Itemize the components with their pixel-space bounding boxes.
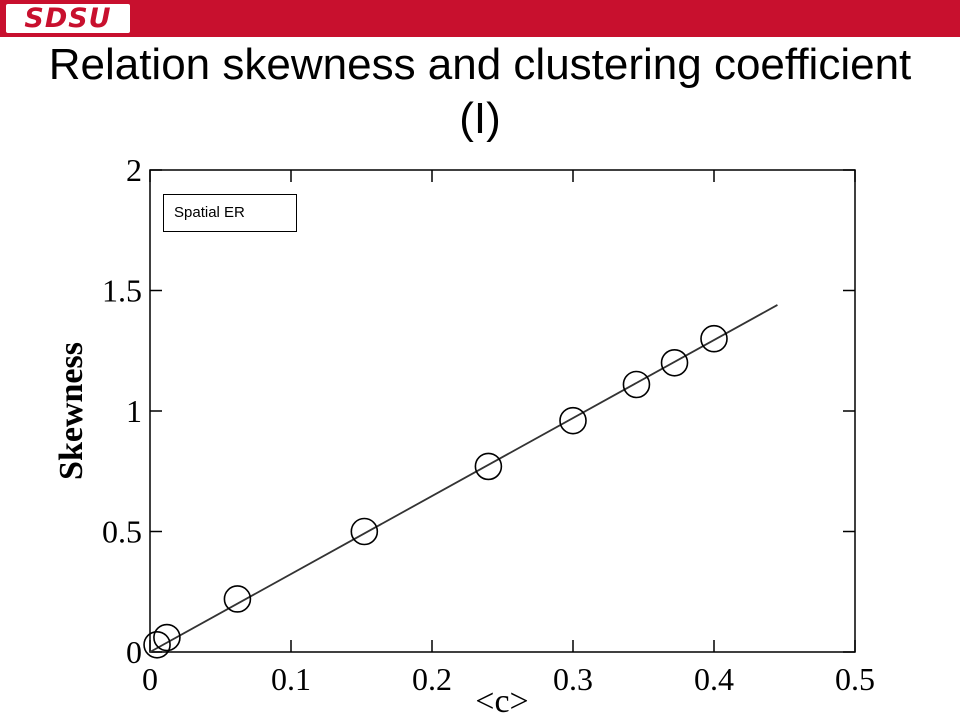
y-tick-label: 0 (126, 634, 142, 670)
x-tick-label: 0.1 (271, 661, 311, 697)
data-point (143, 630, 171, 659)
slide-title: Relation skewness and clustering coeffic… (48, 40, 912, 143)
y-tick-label: 1.5 (102, 273, 142, 309)
data-point (660, 348, 689, 377)
x-tick-label: 0.3 (553, 661, 593, 697)
data-point (153, 623, 181, 652)
fit-line (149, 304, 778, 653)
y-tick-label: 0.5 (102, 514, 142, 550)
data-point (559, 406, 587, 435)
y-axis-label: Skewness (53, 342, 90, 480)
x-tick-label: 0 (142, 661, 158, 697)
x-tick-label: 0.2 (412, 661, 452, 697)
x-tick-label: 0.4 (694, 661, 734, 697)
data-point (474, 452, 503, 481)
y-tick-label: 1 (126, 393, 142, 429)
legend-box: Spatial ER (163, 194, 297, 232)
data-point (700, 324, 728, 353)
x-tick-label: 0.5 (835, 661, 875, 697)
sdsu-logo: SDSU (6, 4, 130, 33)
header-bar: SDSU (0, 0, 960, 37)
x-axis-label: <c> (475, 683, 528, 720)
data-point (350, 517, 379, 546)
plot-frame (149, 169, 856, 653)
y-tick-label: 2 (126, 152, 142, 188)
logo-text: SDSU (24, 3, 112, 34)
data-point (622, 370, 651, 399)
data-point (223, 585, 252, 613)
